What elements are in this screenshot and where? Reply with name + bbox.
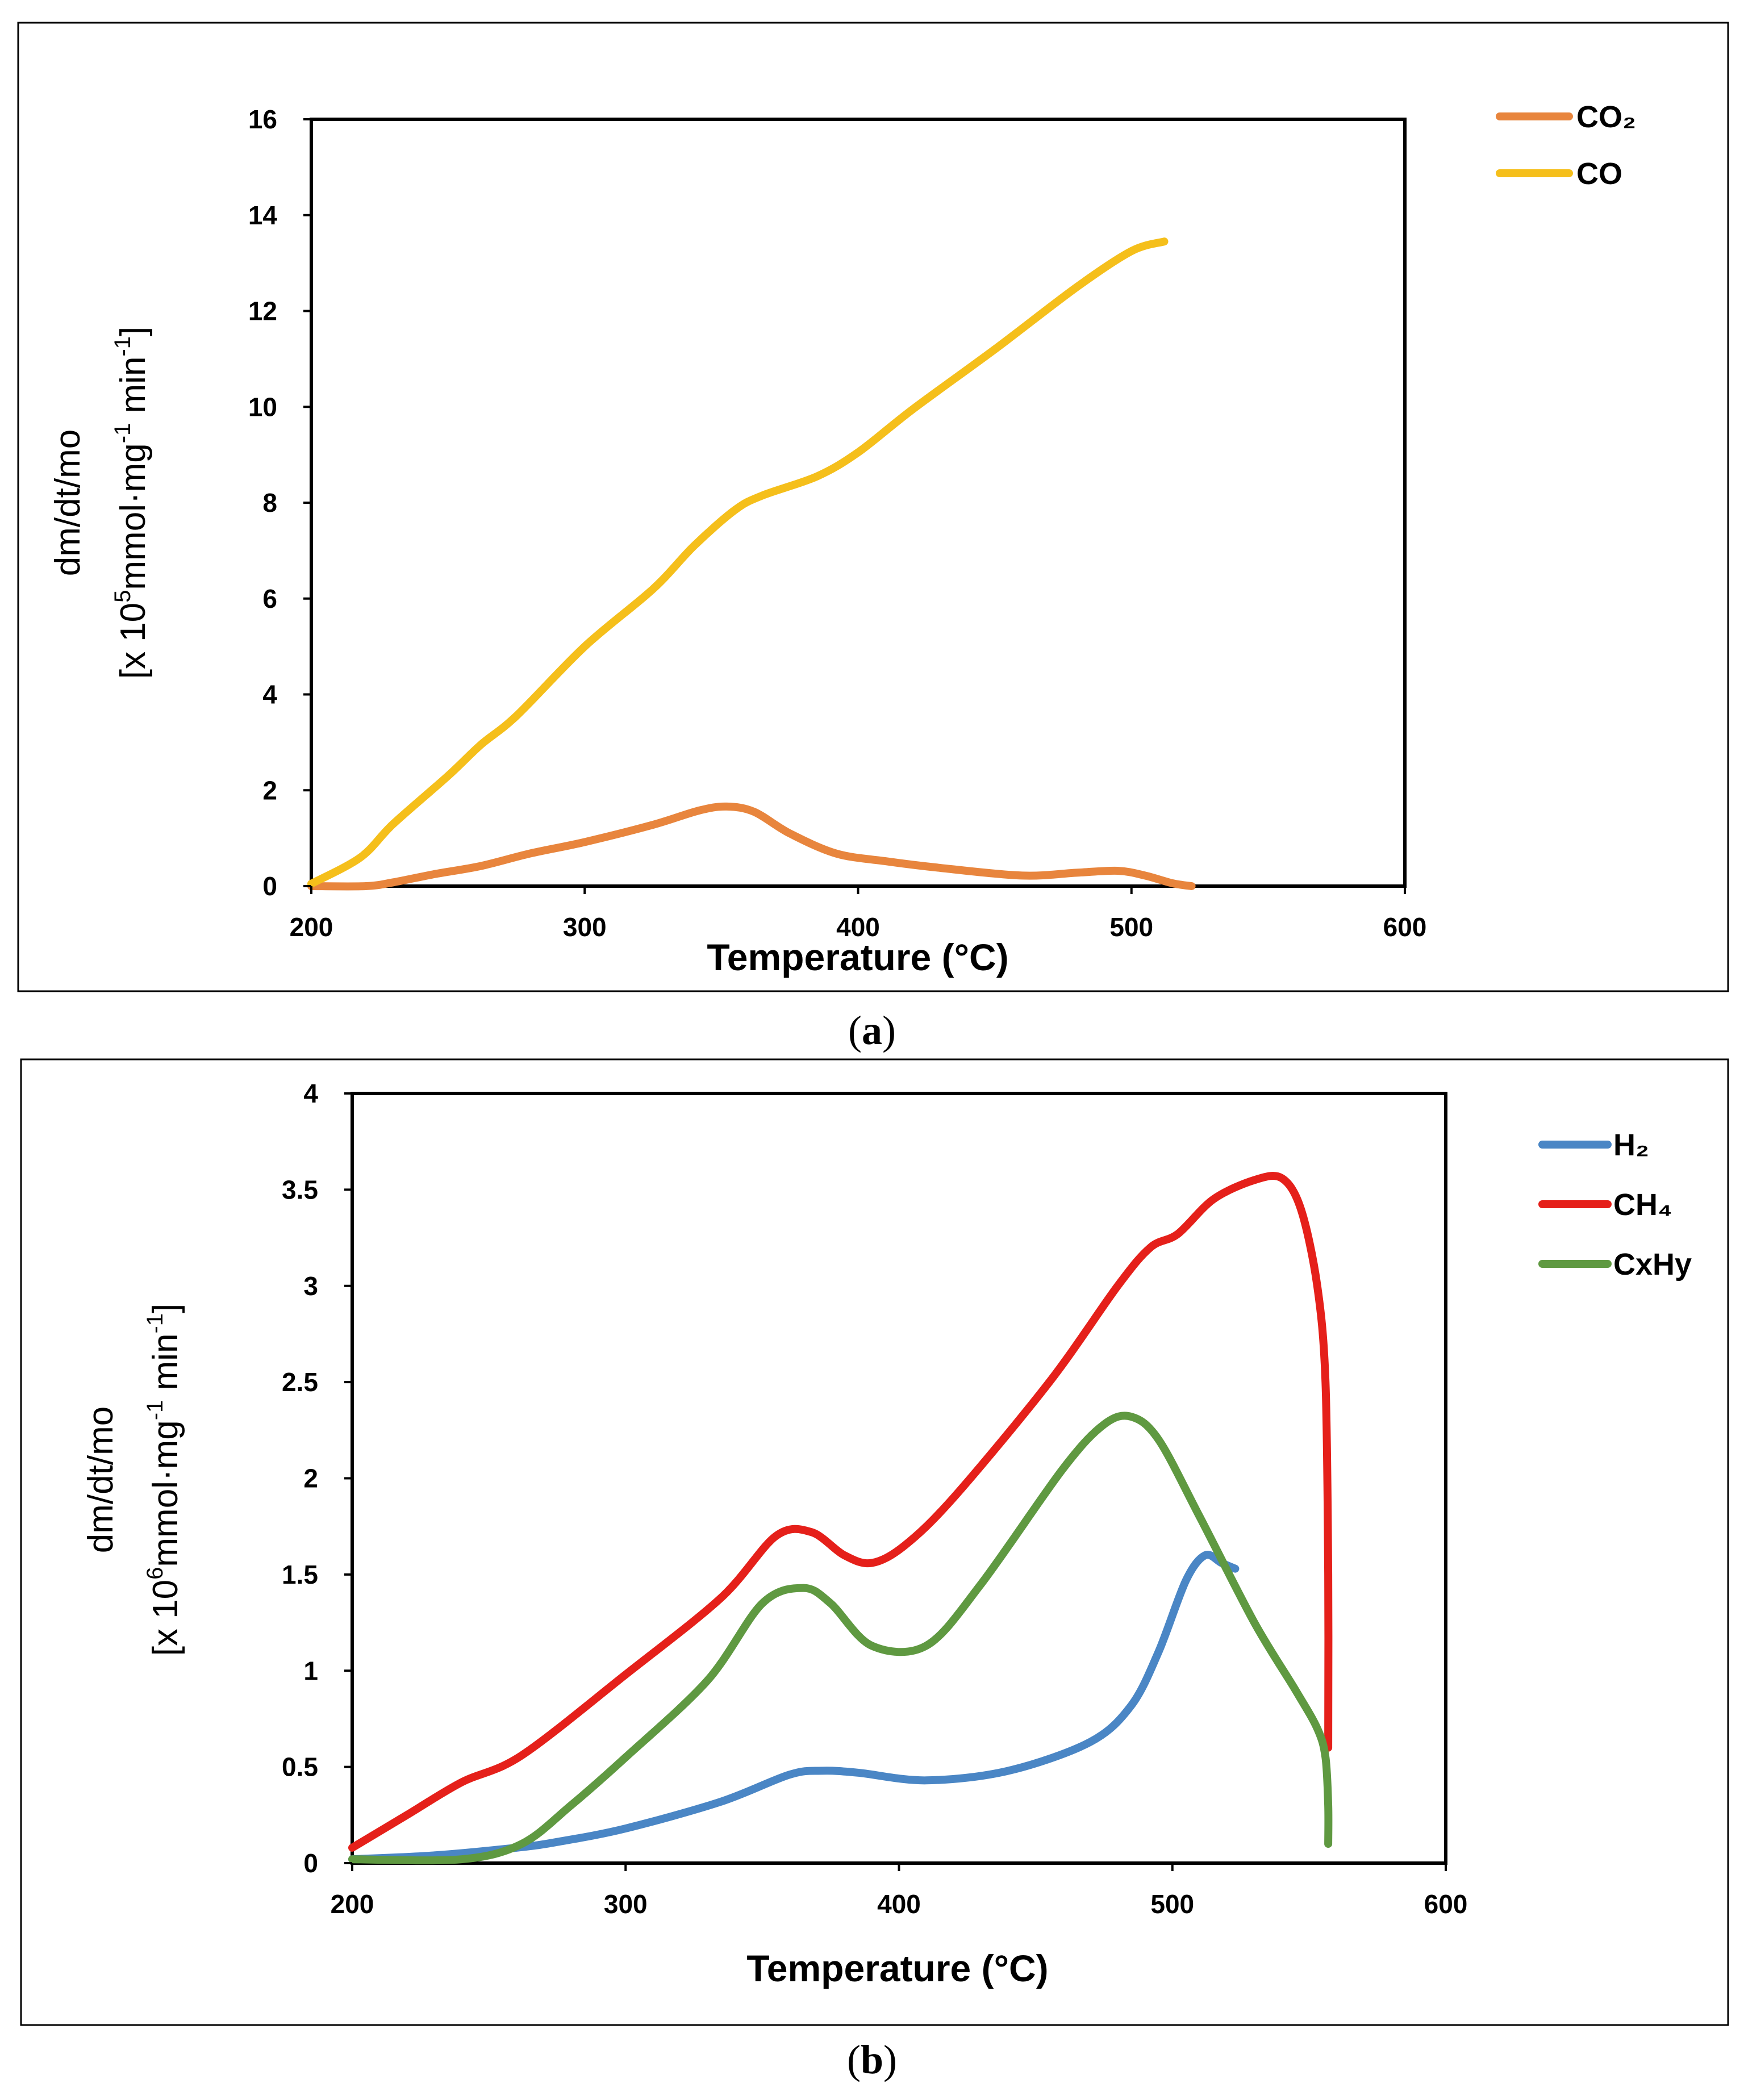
panel-a-x-tick-label: 600 xyxy=(1383,912,1427,942)
panel-b-plot-area xyxy=(351,1092,1447,1865)
panel-a-x-tick-label: 400 xyxy=(836,912,880,942)
panel-a-plot: 200 300 400 500 600 0 2 4 6 8 10 12 14 16 xyxy=(248,105,1427,942)
panel-a-y-tick-label: 2 xyxy=(262,775,277,805)
panel-a-y-tick-label: 8 xyxy=(262,488,277,517)
panel-a-x-tick-label: 300 xyxy=(563,912,607,942)
panel-b-y-axis-label-line1: dm/dt/mo xyxy=(81,1406,120,1553)
panel-b-ticks-group: 200 300 400 500 600 0 0.5 1 1.5 2 2.5 3 3.5 4 xyxy=(282,1079,1467,1919)
panel-b-y-tick-label: 0 xyxy=(303,1848,318,1878)
panel-b-frame xyxy=(20,1058,1729,2026)
panel-a-x-axis-label: Temperature (°C) xyxy=(707,936,1008,978)
panel-b-series-line xyxy=(348,1412,1333,1865)
panel-b-legend-label: CxHy xyxy=(1613,1247,1692,1281)
panel-b-x-tick-label: 400 xyxy=(877,1889,921,1919)
panel-b-x-tick-label: 500 xyxy=(1150,1889,1194,1919)
panel-b-caption: (b) xyxy=(847,2037,897,2082)
panel-a-ticks-group: 200 300 400 500 600 0 2 4 6 8 10 12 14 16 xyxy=(248,105,1427,942)
panel-a-y-tick-label: 14 xyxy=(248,201,278,230)
panel-a-y-tick-label: 6 xyxy=(262,584,277,613)
panel-a-plot-area xyxy=(310,118,1407,888)
panel-b-legend: H₂ CH₄ CxHy xyxy=(1538,1128,1692,1281)
panel-a-x-tick-label: 500 xyxy=(1109,912,1153,942)
panel-a-legend-label: CO₂ xyxy=(1576,100,1636,134)
panel-a-legend-label: CO xyxy=(1576,157,1622,191)
panel-b-y-tick-label: 0.5 xyxy=(282,1752,318,1782)
panel-b-x-axis-label: Temperature (°C) xyxy=(746,1947,1048,1989)
panel-b-series-line xyxy=(348,1551,1240,1864)
panel-a-series-group xyxy=(307,237,1196,891)
panel-b-y-tick-label: 2 xyxy=(303,1464,318,1493)
panel-b-x-tick-label: 600 xyxy=(1424,1889,1468,1919)
panel-a-y-tick-label: 4 xyxy=(262,680,277,709)
panel-a-series-line xyxy=(307,237,1169,888)
panel-a-y-tick-label: 10 xyxy=(248,392,277,421)
panel-b-legend-label: CH₄ xyxy=(1613,1188,1672,1222)
panel-a-caption: (a) xyxy=(848,1008,896,1053)
panel-a-series-line xyxy=(307,802,1196,891)
panel-b-series-group xyxy=(348,1171,1333,1865)
panel-b-y-tick-label: 3.5 xyxy=(282,1175,318,1204)
panel-b-y-tick-label: 1.5 xyxy=(282,1560,318,1589)
panel-a-y-axis-label-line2: [x 105mmol·mg-1 min-1] xyxy=(110,327,153,679)
panel-a-frame xyxy=(17,22,1729,992)
panel-a-legend: CO₂ CO xyxy=(1496,100,1636,191)
panel-b-y-tick-label: 3 xyxy=(303,1271,318,1301)
panel-b-series-line xyxy=(348,1171,1333,1852)
panel-a-y-tick-label: 12 xyxy=(248,297,277,326)
panel-a-y-tick-label: 0 xyxy=(262,871,277,901)
panel-b-plot: 200 300 400 500 600 0 0.5 1 1.5 2 2.5 3 3.5 4 xyxy=(282,1079,1467,1919)
panel-a-y-tick-label: 16 xyxy=(248,105,277,134)
panel-b-x-tick-label: 200 xyxy=(331,1889,374,1919)
panel-b-x-tick-label: 300 xyxy=(604,1889,648,1919)
panel-b-y-axis-label-line2: [x 106mmol·mg-1 min-1] xyxy=(143,1304,185,1656)
panel-a-x-tick-label: 200 xyxy=(290,912,333,942)
panel-b-y-tick-label: 2.5 xyxy=(282,1367,318,1397)
panel-a-y-axis-label-line1: dm/dt/mo xyxy=(48,429,87,576)
panel-b-legend-label: H₂ xyxy=(1613,1128,1649,1162)
panel-b-y-tick-label: 4 xyxy=(303,1079,318,1108)
panel-b-y-tick-label: 1 xyxy=(303,1656,318,1685)
